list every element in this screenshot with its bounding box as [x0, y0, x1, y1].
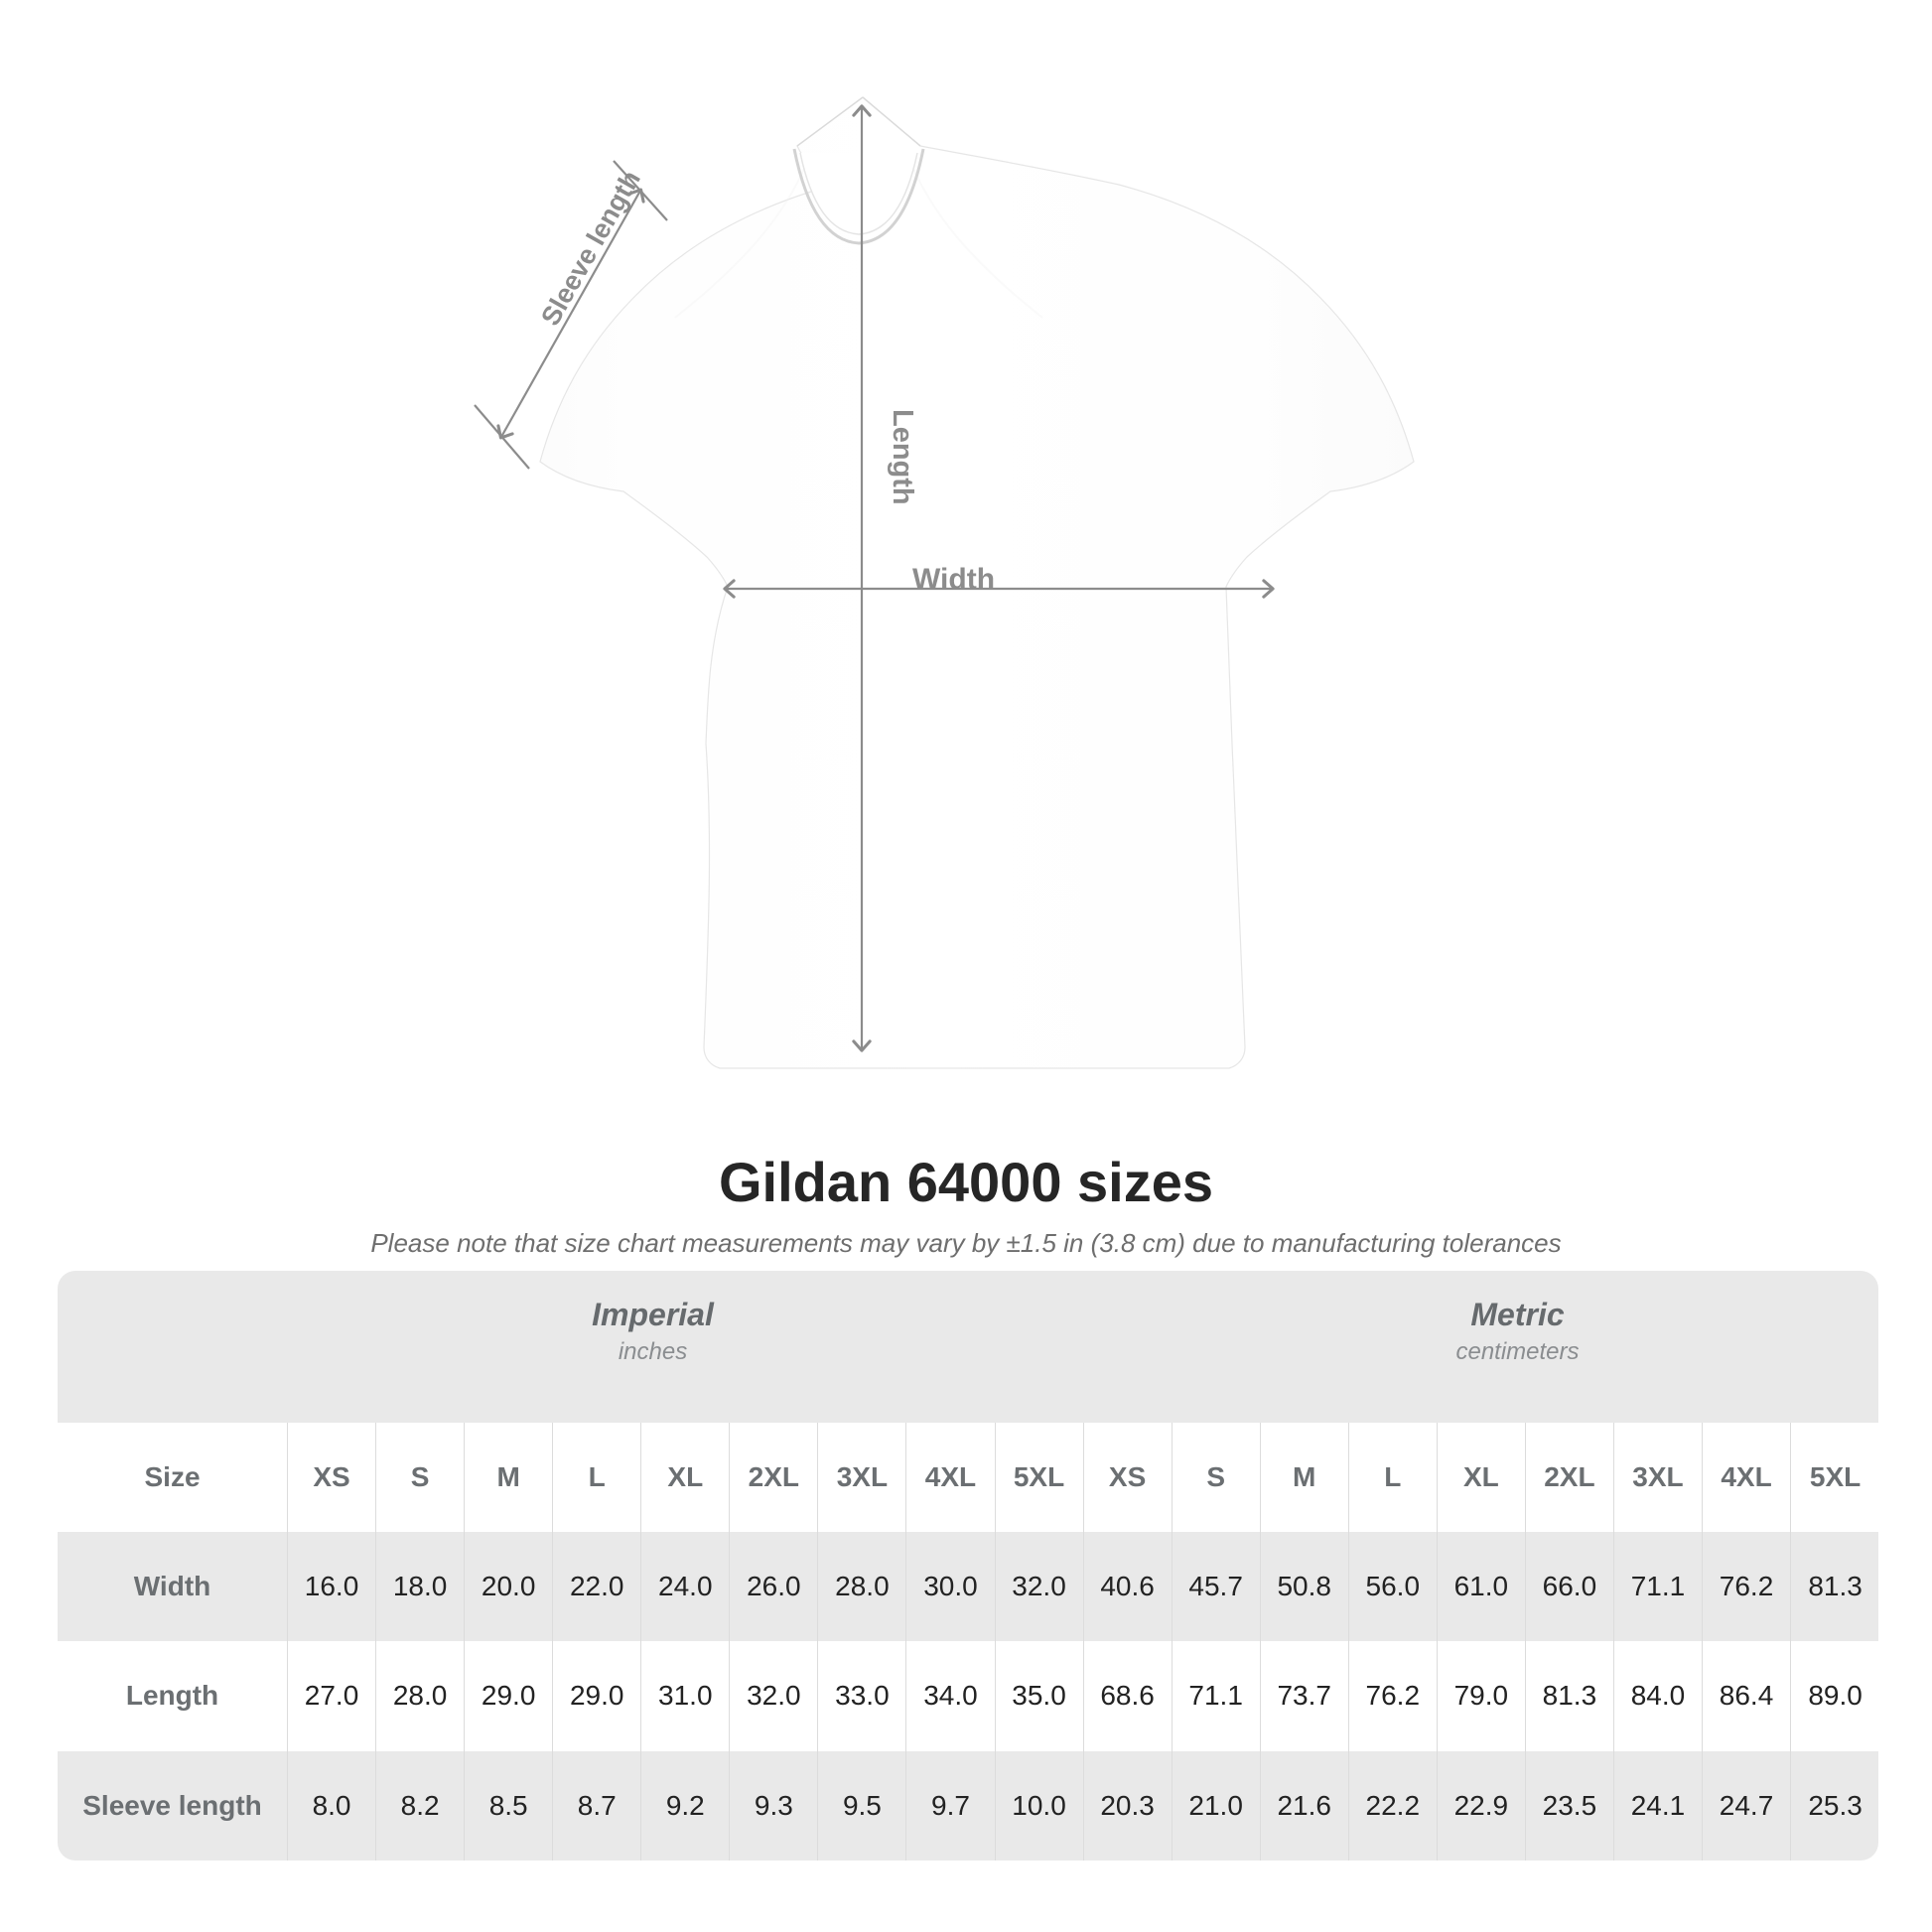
svg-text:Length: Length: [887, 409, 918, 505]
svg-text:Width: Width: [912, 563, 995, 596]
